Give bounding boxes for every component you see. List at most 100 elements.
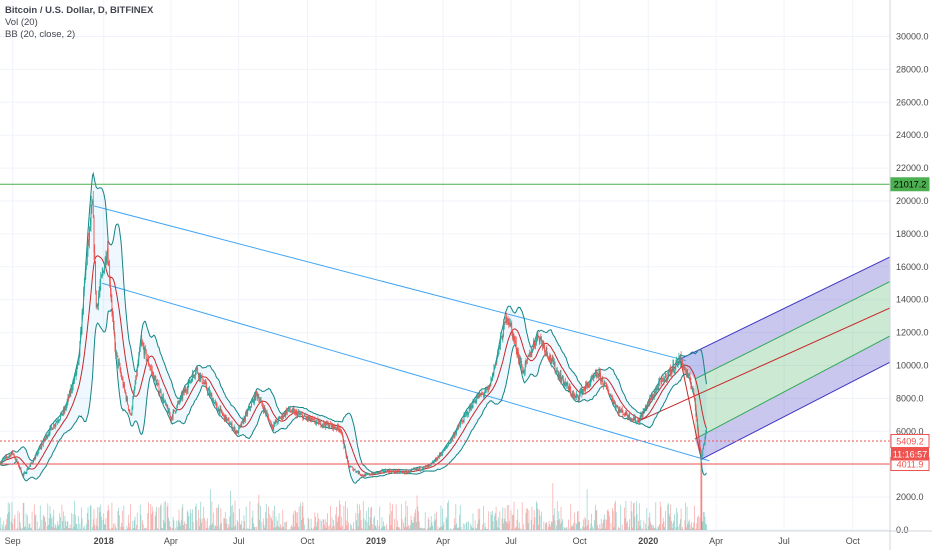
volume-bar [659, 501, 661, 530]
candle-body [551, 357, 553, 363]
volume-bar [384, 526, 386, 530]
horizontal-lines[interactable] [0, 183, 890, 465]
candle-body [56, 421, 58, 423]
candle-body [262, 404, 263, 407]
candle-body [151, 368, 152, 370]
volume-bar [395, 504, 397, 530]
candle-body [428, 465, 430, 466]
candle-body [439, 453, 441, 455]
volume-bar [345, 520, 347, 530]
volume-bar [606, 510, 608, 530]
volume-bar [610, 523, 612, 530]
candle-body [533, 343, 535, 344]
candle-body [168, 409, 170, 415]
candle-body [350, 466, 352, 468]
volume-bar [677, 526, 679, 530]
price-axis[interactable]: 30000.028000.026000.024000.022000.020000… [889, 0, 929, 550]
candle-body [582, 390, 584, 395]
candle-body [535, 337, 537, 344]
volume-indicator-label[interactable]: Vol (20) [5, 17, 38, 28]
volume-bar [685, 502, 686, 530]
candle-body [264, 407, 266, 411]
volume-bar [596, 510, 598, 530]
chart-drawings[interactable] [93, 205, 891, 462]
volume-bar [95, 529, 96, 530]
candle-body [104, 257, 106, 266]
volume-bar [73, 526, 75, 530]
time-tick-label: Jul [505, 536, 517, 546]
candle-body [619, 408, 621, 412]
volume-bar [650, 521, 651, 530]
candle-body [139, 345, 141, 349]
candle-body [196, 368, 198, 369]
volume-bar [167, 502, 169, 530]
candle-body [258, 397, 260, 402]
candle-body [25, 472, 27, 474]
bollinger-indicator-label[interactable]: BB (20, close, 2) [5, 29, 76, 40]
volume-bar [571, 525, 572, 530]
volume-bar [160, 503, 162, 530]
volume-bar [355, 513, 357, 530]
candle-body [395, 470, 397, 473]
volume-bar [421, 528, 423, 530]
candle-body [9, 454, 11, 456]
volume-bar [188, 516, 190, 530]
volume-bar [581, 529, 583, 530]
volume-bar [441, 508, 443, 530]
volume-bar [494, 512, 496, 530]
volume-bar [151, 506, 153, 530]
candle-body [68, 397, 70, 399]
candle-body [421, 469, 422, 471]
candle-body [641, 414, 642, 415]
volume-bar [34, 515, 36, 530]
volume-bar [626, 523, 628, 530]
volume-bar [29, 523, 31, 530]
volume-bar [420, 527, 422, 530]
candle-body [429, 464, 431, 466]
candle-body [190, 380, 192, 382]
price-tick-label: 28000.0 [896, 64, 929, 74]
candle-body [186, 390, 187, 392]
candle-body [399, 471, 401, 473]
candle-body [63, 409, 64, 414]
volume-bar [118, 507, 120, 530]
candle-body [527, 356, 528, 361]
candle-body [510, 322, 512, 326]
candle-body [13, 454, 15, 457]
volume-bar [333, 525, 335, 530]
candle-body [459, 425, 460, 427]
volume-bar [456, 523, 457, 530]
volume-bar [133, 527, 134, 530]
symbol-title[interactable]: Bitcoin / U.S. Dollar, D, BITFINEX [5, 5, 154, 16]
candle-body [105, 257, 107, 263]
candle-body [693, 389, 695, 394]
candle-body [91, 204, 93, 213]
candle-body [336, 424, 338, 429]
volume-bar [599, 524, 601, 530]
volume-bar [418, 521, 420, 530]
candle-body [47, 435, 49, 438]
candle-body [434, 460, 436, 462]
pitchfork-upper-line [680, 256, 891, 360]
volume-bar [89, 505, 91, 530]
time-tick-label: Jul [233, 536, 245, 546]
candle-body [321, 425, 322, 427]
time-axis[interactable]: Sep 2018 Apr Jul Oct 2019 Apr Jul Oct 2020 Apr Jul O… [0, 530, 932, 546]
candle-body [245, 412, 247, 414]
volume-bar [92, 519, 94, 530]
volume-bar [174, 528, 176, 530]
candle-body [662, 378, 664, 381]
volume-bar [369, 517, 371, 530]
candle-body [437, 456, 439, 460]
candle-body [557, 371, 559, 378]
volume-bar [371, 524, 373, 530]
volume-bar [445, 516, 447, 530]
candle-body [42, 444, 43, 446]
volume-bar [399, 528, 401, 530]
volume-bar [192, 509, 193, 530]
volume-bar [112, 527, 114, 530]
volume-bar [672, 523, 674, 530]
volume-bar [236, 519, 238, 530]
candle-body [639, 417, 641, 422]
